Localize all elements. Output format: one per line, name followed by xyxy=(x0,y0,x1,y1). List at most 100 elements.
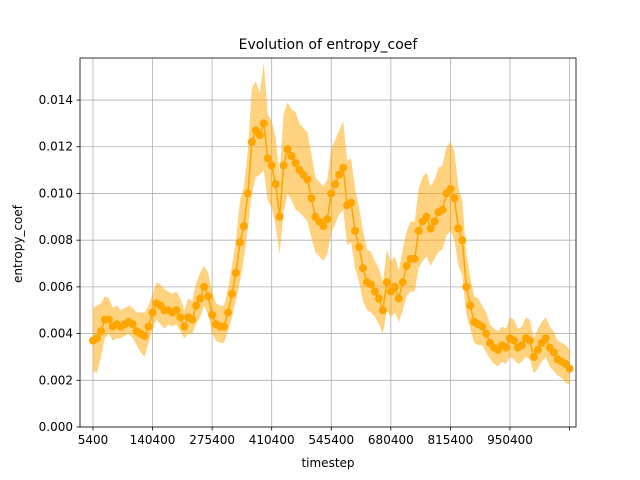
data-point xyxy=(263,154,272,163)
x-axis-label: timestep xyxy=(301,456,354,470)
data-point xyxy=(374,294,383,303)
data-point xyxy=(208,310,217,319)
data-point xyxy=(509,336,518,345)
data-point xyxy=(565,364,574,373)
plot-frame xyxy=(79,57,577,428)
data-point xyxy=(366,280,375,289)
data-point xyxy=(291,159,300,168)
data-point xyxy=(529,352,538,361)
data-point xyxy=(394,294,403,303)
y-tick-label: 0.008 xyxy=(39,233,73,247)
data-point xyxy=(239,222,248,231)
x-axis: 5400 140400 275400 410400 545400 680400 815400… xyxy=(78,427,570,447)
data-point xyxy=(446,184,455,193)
data-point xyxy=(466,301,475,310)
data-point xyxy=(347,198,356,207)
chart-title: Evolution of entropy_coef xyxy=(239,37,419,53)
data-point xyxy=(410,254,419,263)
data-point xyxy=(196,294,205,303)
x-tick-label: 815400 xyxy=(428,433,474,447)
data-point xyxy=(140,331,149,340)
y-tick-label: 0.014 xyxy=(39,93,73,107)
x-tick-label: 275400 xyxy=(189,433,235,447)
data-point xyxy=(247,138,256,147)
data-point xyxy=(450,194,459,203)
data-point xyxy=(303,175,312,184)
data-point xyxy=(382,278,391,287)
data-point xyxy=(454,224,463,233)
data-point xyxy=(148,308,157,317)
data-point xyxy=(172,306,181,315)
y-tick-label: 0.010 xyxy=(39,186,73,200)
data-point xyxy=(128,320,137,329)
data-point xyxy=(267,161,276,170)
y-tick-label: 0.006 xyxy=(39,280,73,294)
data-point xyxy=(398,278,407,287)
data-point xyxy=(422,212,431,221)
data-point xyxy=(335,170,344,179)
data-point xyxy=(378,306,387,315)
y-tick-label: 0.000 xyxy=(39,420,73,434)
data-point xyxy=(176,313,185,322)
data-point xyxy=(259,119,268,128)
points-layer xyxy=(88,119,574,373)
data-point xyxy=(502,343,511,352)
y-tick-label: 0.002 xyxy=(39,373,73,387)
data-point xyxy=(188,315,197,324)
data-point xyxy=(327,189,336,198)
x-tick-label: 410400 xyxy=(249,433,295,447)
y-tick-label: 0.012 xyxy=(39,140,73,154)
data-point xyxy=(271,180,280,189)
data-point xyxy=(370,287,379,296)
data-point xyxy=(204,292,213,301)
x-tick-label: 140400 xyxy=(130,433,176,447)
data-point xyxy=(319,222,328,231)
data-point xyxy=(402,261,411,270)
data-point xyxy=(339,163,348,172)
data-point xyxy=(220,322,229,331)
data-point xyxy=(525,336,534,345)
data-point xyxy=(482,329,491,338)
x-tick-label: 950400 xyxy=(487,433,533,447)
data-point xyxy=(96,327,105,336)
data-point xyxy=(283,145,292,154)
data-point xyxy=(430,217,439,226)
data-point xyxy=(200,282,209,291)
data-point xyxy=(478,322,487,331)
std-band-layer xyxy=(92,62,570,385)
data-point xyxy=(279,161,288,170)
x-tick-label: 680400 xyxy=(368,433,414,447)
data-point xyxy=(92,334,101,343)
data-point xyxy=(287,152,296,161)
data-point xyxy=(541,334,550,343)
data-point xyxy=(243,189,252,198)
data-point xyxy=(351,226,360,235)
data-point xyxy=(355,243,364,252)
data-point xyxy=(104,315,113,324)
data-point xyxy=(426,224,435,233)
data-point xyxy=(227,289,236,298)
data-point xyxy=(517,341,526,350)
data-point xyxy=(331,180,340,189)
x-tick-label: 545400 xyxy=(308,433,354,447)
x-tick-label: 5400 xyxy=(78,433,109,447)
data-point xyxy=(390,282,399,291)
data-point xyxy=(255,131,264,140)
data-point xyxy=(307,194,316,203)
y-axis: 0.000 0.002 0.004 0.006 0.008 0.010 0.012 0.014 xyxy=(39,93,80,434)
data-point xyxy=(224,308,233,317)
data-point xyxy=(235,238,244,247)
std-band xyxy=(92,62,570,385)
data-point xyxy=(231,268,240,277)
data-point xyxy=(192,301,201,310)
data-point xyxy=(180,322,189,331)
y-axis-label: entropy_coef xyxy=(11,204,25,283)
data-point xyxy=(414,226,423,235)
data-point xyxy=(144,322,153,331)
data-point xyxy=(533,345,542,354)
y-tick-label: 0.004 xyxy=(39,327,73,341)
data-point xyxy=(275,212,284,221)
data-point xyxy=(462,282,471,291)
data-point xyxy=(458,236,467,245)
